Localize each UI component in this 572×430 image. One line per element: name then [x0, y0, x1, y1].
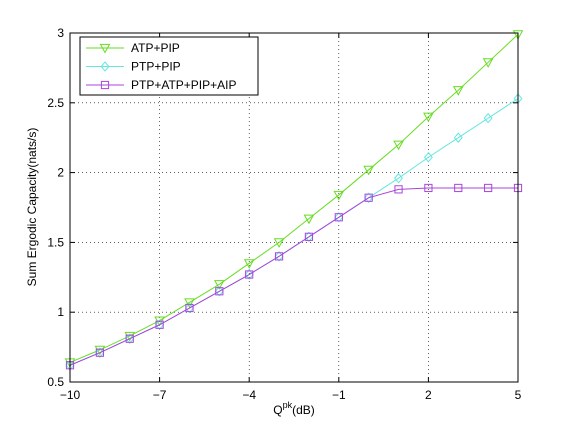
grid-lines [70, 33, 518, 382]
x-axis-label-suffix: (dB) [292, 403, 315, 417]
legend-entry-label: ATP+PIP [131, 41, 180, 55]
ticks-layer: −10 −7 −4 −1 2 5 0.5 1 1.5 2 2.5 3 [47, 26, 521, 402]
series-point [334, 213, 343, 222]
series-point [483, 112, 493, 124]
legend-marker [100, 61, 110, 72]
series-point [364, 193, 373, 202]
series-point [482, 58, 494, 68]
series-point [273, 238, 285, 248]
series-point [245, 270, 254, 279]
y-tick-label: 0.5 [47, 375, 64, 389]
series-point [303, 214, 315, 225]
series-point [243, 259, 255, 269]
x-tick-label: −7 [153, 388, 167, 402]
y-axis-label: Sum Ergodic Capacity(nats/s) [25, 128, 39, 287]
series-point [333, 190, 345, 201]
series-point [452, 86, 464, 96]
legend: ATP+PIP PTP+PIP PTP+ATP+PIP+AIP [79, 36, 259, 96]
series-point [423, 151, 433, 163]
x-tick-label: −10 [60, 388, 81, 402]
legend-entry-label: PTP+ATP+PIP+AIP [131, 78, 237, 92]
x-axis-label-superscript: pk [283, 400, 293, 410]
series-point [213, 280, 225, 290]
x-tick-label: 5 [515, 388, 522, 402]
legend-entry-label: PTP+PIP [131, 60, 181, 74]
y-tick-label: 1.5 [47, 235, 64, 249]
series-point [423, 112, 434, 123]
series-point [394, 172, 404, 184]
series-point [363, 165, 375, 176]
legend-marker [100, 80, 110, 90]
series-point [512, 30, 524, 40]
series-line [69, 187, 518, 366]
series-point [393, 140, 404, 151]
x-tick-label: −1 [332, 388, 346, 402]
y-tick-label: 2 [57, 166, 64, 180]
series-point [274, 252, 284, 261]
series-line [69, 34, 519, 363]
x-axis-label: Qpk(dB) [273, 400, 315, 417]
series-1 [64, 30, 524, 368]
y-tick-label: 2.5 [47, 96, 64, 110]
series-point [364, 192, 374, 204]
series-point [394, 185, 403, 194]
series-point [454, 183, 463, 193]
legend-marker [99, 43, 111, 54]
series-point [155, 320, 164, 329]
series-point [125, 334, 134, 343]
y-tick-label: 3 [57, 26, 64, 40]
series-point [185, 303, 194, 313]
series-point [304, 232, 314, 241]
y-tick-label: 1 [57, 305, 64, 319]
series-point [215, 287, 224, 296]
x-tick-label: 2 [425, 388, 432, 402]
series-point [184, 298, 195, 308]
x-tick-label: −4 [242, 388, 256, 402]
series-point [424, 183, 433, 193]
plot-frame [69, 32, 519, 383]
series-point [453, 132, 463, 143]
series-point [95, 348, 104, 357]
series-point [484, 183, 493, 193]
